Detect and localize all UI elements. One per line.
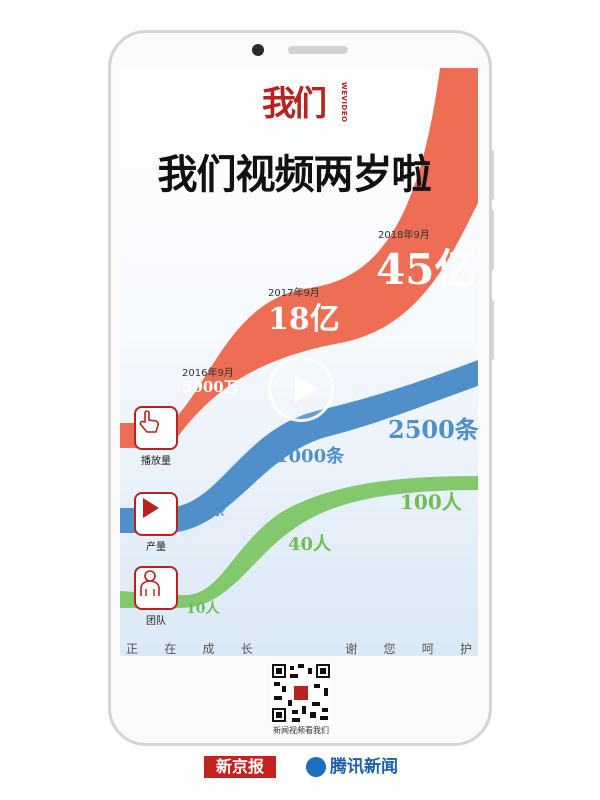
legend-team-label: 团队 xyxy=(146,616,166,627)
brand-logo-subtext: WEVIDEO xyxy=(340,82,348,123)
views-value-2017: 18亿 xyxy=(268,302,340,337)
power-button xyxy=(489,300,494,360)
qr-code-icon[interactable] xyxy=(270,662,332,724)
camera-dot xyxy=(252,44,264,56)
slogan-char: 成 xyxy=(202,642,215,656)
slogan-char: 护 xyxy=(459,642,472,656)
team-value-1: 10人 xyxy=(186,601,220,617)
legend-output-label: 产量 xyxy=(146,542,166,553)
views-value-2018: 45亿 xyxy=(376,245,477,294)
volume-button xyxy=(489,150,494,200)
tencent-news-icon xyxy=(306,757,326,777)
slogan-char: 谢 xyxy=(345,642,358,656)
output-value-2: 1000条 xyxy=(276,446,345,467)
output-value-3: 2500条 xyxy=(388,415,478,444)
volume-button-lower xyxy=(489,210,494,270)
video-play-icon xyxy=(134,492,178,536)
phone-screen: 我们 WEVIDEO 我们视频两岁啦 2016年9月 5000万 2017年9月… xyxy=(120,68,478,656)
output-ribbon xyxy=(120,360,478,533)
team-value-3: 100人 xyxy=(400,490,462,514)
legend-views-label: 播放量 xyxy=(141,456,171,467)
slogan-char: 长 xyxy=(240,642,253,656)
page-title: 我们视频两岁啦 xyxy=(157,151,432,198)
views-date-2017: 2017年9月 xyxy=(268,288,320,299)
slogan-char: 在 xyxy=(164,642,177,656)
tap-hand-icon xyxy=(134,406,178,450)
brand-logo: 我们 xyxy=(262,84,327,124)
team-value-2: 40人 xyxy=(288,534,332,555)
views-ribbon xyxy=(120,68,478,448)
person-icon xyxy=(134,566,178,610)
views-value-2016: 5000万 xyxy=(182,378,239,396)
slogan-char: 呵 xyxy=(421,642,434,656)
slogan-char: 您 xyxy=(383,642,396,656)
brand-xinjingbao-logo: 新京报 xyxy=(204,756,276,778)
speaker-slot xyxy=(288,46,348,54)
qr-caption: 新闻视频看我们 xyxy=(273,726,329,735)
views-date-2016: 2016年9月 xyxy=(182,368,234,379)
output-value-1: 100条 xyxy=(182,503,226,519)
slogan-char: 正 xyxy=(126,642,139,656)
play-button[interactable] xyxy=(268,356,334,422)
views-date-2018: 2018年9月 xyxy=(378,230,430,241)
footer-slogan: 正 在 成 长 谢 您 呵 护 xyxy=(120,640,478,656)
brand-tencent-news-logo: 腾讯新闻 xyxy=(330,757,398,777)
